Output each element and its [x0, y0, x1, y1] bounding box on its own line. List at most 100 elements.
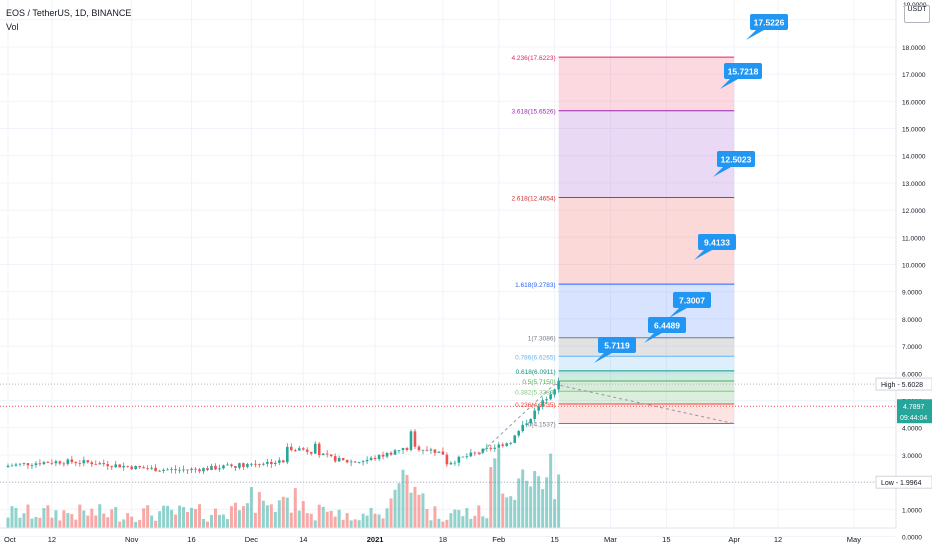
callout-value: 15.7218 [728, 67, 759, 77]
fib-zone [558, 57, 735, 111]
candle-body [186, 469, 189, 471]
volume-bar [477, 505, 481, 528]
volume-bar [74, 519, 78, 528]
volume-bar [373, 513, 377, 528]
candle-body [126, 465, 129, 467]
callout-bubble[interactable]: 17.5226 [746, 14, 788, 40]
callout-bubble[interactable]: 6.4489 [644, 317, 686, 343]
volume-bar [357, 520, 361, 528]
volume-bar [397, 483, 401, 528]
candle-body [62, 463, 66, 465]
candle-body [293, 450, 297, 451]
candle-body [114, 464, 118, 468]
candle-body [529, 418, 532, 424]
candle-body [110, 466, 114, 468]
volume-bar [461, 516, 465, 528]
volume-bar [329, 510, 333, 528]
price-tick-label: 11.0000 [902, 235, 925, 242]
candle-body [553, 389, 556, 395]
price-tick-label: 6.0000 [902, 371, 922, 378]
candle-body [182, 469, 185, 471]
callout-pointer [746, 30, 764, 40]
candles [6, 377, 560, 475]
price-axis-bg [896, 0, 932, 550]
callout-bubble[interactable]: 12.5023 [713, 151, 755, 177]
callout-pointer [644, 333, 662, 343]
volume-bar [437, 518, 441, 528]
candle-body [373, 457, 377, 460]
candle-body [66, 459, 70, 464]
candle-body [242, 463, 245, 467]
volume-bar [429, 520, 433, 528]
candle-body [345, 459, 349, 463]
volume-bar [54, 510, 58, 528]
price-tick-label: 8.0000 [902, 317, 922, 324]
candle-body [22, 463, 26, 464]
candle-body [397, 450, 401, 451]
volume-bar [241, 506, 245, 528]
volume-bar [265, 505, 269, 528]
fib-level-label: 1(7.3086) [528, 336, 556, 343]
candle-body [286, 446, 289, 463]
candle-body [202, 468, 205, 472]
candle-body [154, 467, 157, 472]
callout-pointer [669, 308, 687, 318]
callout-bubble[interactable]: 9.4133 [694, 234, 736, 260]
volume-bar [385, 508, 389, 528]
candle-body [473, 452, 477, 454]
candle-body [18, 463, 22, 465]
fib-level-label: 1.618(9.2783) [515, 282, 555, 289]
volume-bar [337, 509, 341, 528]
candle-body [214, 465, 217, 470]
candle-body [134, 465, 137, 470]
price-tick-label: 10.0000 [902, 263, 926, 270]
low-marker-box [875, 475, 932, 489]
volume-bar [449, 513, 453, 528]
candle-body [166, 469, 169, 471]
high-marker-label: High - 5.6028 [881, 382, 923, 389]
volume-bar [78, 504, 82, 528]
fib-level-label: 0.5(5.7150) [522, 379, 555, 386]
volume-bar [273, 511, 277, 528]
volume-bar [253, 512, 257, 528]
candle-body [425, 449, 429, 451]
volume-bar [321, 506, 325, 528]
callout-pointer [713, 167, 731, 177]
volume-bar [166, 505, 170, 528]
volume-bar [146, 505, 150, 528]
callout-box [750, 14, 788, 30]
candle-body [162, 469, 165, 471]
candle-body [146, 468, 149, 470]
volume-bar [102, 513, 106, 528]
time-tick-label: Oct [4, 535, 17, 544]
callout-bubble[interactable]: 15.7218 [720, 63, 762, 89]
candle-body [218, 468, 221, 470]
currency-label[interactable]: USDT [904, 5, 930, 23]
volume-bar [541, 489, 545, 528]
callout-bubble[interactable]: 7.3007 [669, 292, 711, 318]
candle-body [353, 461, 357, 463]
candle-body [445, 454, 449, 465]
candle-body [262, 463, 265, 465]
volume-bar [34, 516, 38, 528]
volume-bar [353, 519, 357, 528]
volume-bar [389, 498, 393, 528]
volume-bar [485, 518, 489, 528]
candle-body [86, 460, 90, 463]
time-tick-label: 14 [299, 535, 307, 544]
candle-body [46, 462, 50, 463]
candle-body [98, 463, 102, 465]
volume-bar [110, 509, 114, 528]
volume-bar [497, 448, 501, 528]
candle-body [321, 453, 325, 456]
callout-bubble[interactable]: 5.7119 [594, 337, 636, 363]
volume-bar [505, 497, 509, 528]
candle-body [361, 461, 365, 463]
price-axis: 19.000018.000017.000016.000015.000014.00… [895, 0, 932, 550]
candle-body [26, 463, 30, 466]
volume-bar [297, 510, 301, 528]
candle-body [274, 462, 277, 465]
volume-bar [413, 486, 417, 528]
candle-body [453, 462, 457, 464]
